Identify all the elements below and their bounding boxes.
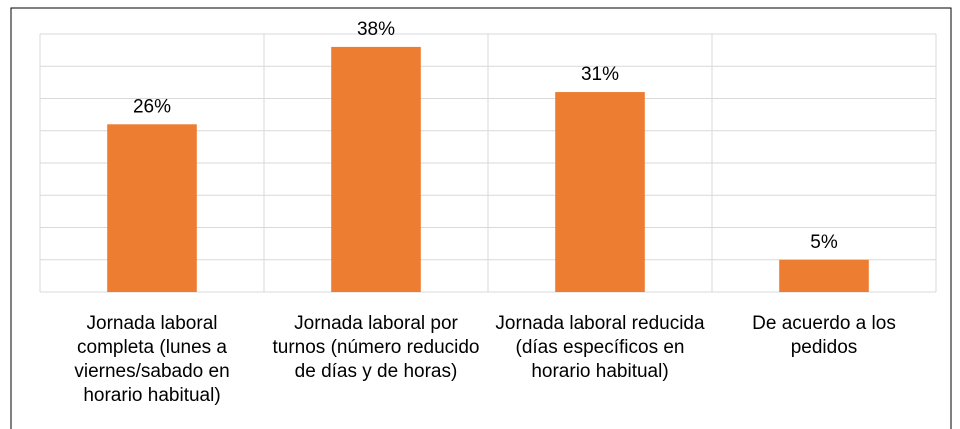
bar [107,124,197,292]
bar [779,259,869,292]
bar [555,92,645,292]
data-label: 5% [810,232,838,253]
data-label: 26% [133,96,171,117]
data-label: 31% [581,64,619,85]
x-tick-label: Jornada laboral por turnos (número reduc… [272,313,480,382]
x-tick-label: De acuerdo a los pedidos [752,313,896,358]
x-tick-label: Jornada laboral reducida (días específic… [495,313,705,382]
data-label: 38% [357,19,395,40]
chart-border [10,7,952,429]
x-tick-label: Jornada laboral completa (lunes a vierne… [74,313,230,406]
bar [331,46,421,293]
